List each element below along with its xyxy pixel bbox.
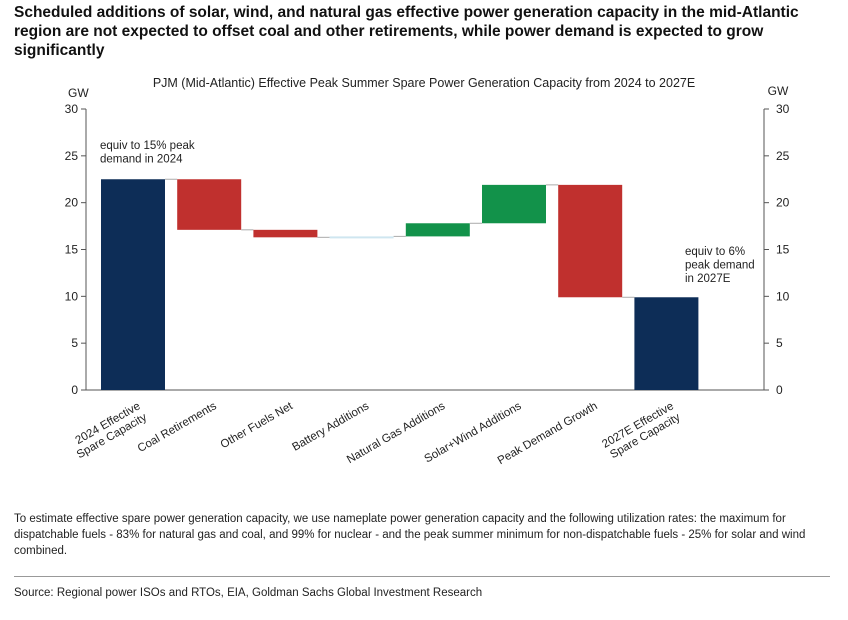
y-tick-label-right: 20 <box>776 196 790 210</box>
headline: Scheduled additions of solar, wind, and … <box>14 4 799 59</box>
y-tick-label-left: 30 <box>65 102 79 116</box>
x-tick-label: 2024 EffectiveSpare Capacity <box>68 400 149 461</box>
annotation-1: in 2027E <box>685 273 731 285</box>
source-note: Source: Regional power ISOs and RTOs, EI… <box>14 587 483 599</box>
bar-5 <box>482 184 546 224</box>
y-tick-label-left: 20 <box>65 196 79 210</box>
y-tick-label-left: 15 <box>65 243 79 257</box>
y-axis-label-left: GW <box>68 86 89 100</box>
y-tick-label-left: 5 <box>71 336 78 350</box>
bar-4 <box>405 223 470 237</box>
y-axis-label-right: GW <box>768 84 789 98</box>
y-tick-label-right: 15 <box>776 243 790 257</box>
bar-7 <box>634 297 699 390</box>
y-tick-label-right: 25 <box>776 149 790 163</box>
x-tick-label: Battery Additions <box>290 400 371 454</box>
bar-3 <box>329 236 394 239</box>
x-tick-label: Other Fuels Net <box>219 400 296 451</box>
divider <box>14 576 830 577</box>
chart-title: PJM (Mid-Atlantic) Effective Peak Summer… <box>153 76 695 90</box>
y-tick-label-right: 0 <box>776 383 783 397</box>
waterfall-chart: PJM (Mid-Atlantic) Effective Peak Summer… <box>65 76 790 467</box>
bar-2 <box>253 229 318 238</box>
x-tick-label: Coal Retirements <box>136 400 219 455</box>
bar-1 <box>177 179 242 230</box>
plot-area: 0 0 5 5 10 10 15 15 20 20 25 25 30 30 2024 EffectiveSp… <box>65 102 790 467</box>
x-tick-label-line: Other Fuels Net <box>219 400 296 451</box>
y-tick-label-left: 0 <box>71 383 78 397</box>
x-tick-label: 2027E EffectiveSpare Capacity <box>600 400 682 462</box>
footnote: To estimate effective spare power genera… <box>14 513 806 557</box>
annotation-1: peak demand <box>685 260 755 272</box>
annotation-0: equiv to 15% peak <box>100 140 195 152</box>
annotation-1: equiv to 6% <box>685 246 745 258</box>
bar-0 <box>101 179 165 390</box>
y-tick-label-right: 5 <box>776 336 783 350</box>
y-tick-label-right: 30 <box>776 102 790 116</box>
annotation-0: demand in 2024 <box>100 154 183 166</box>
x-tick-label-line: Battery Additions <box>290 400 371 454</box>
y-tick-label-left: 10 <box>65 289 79 303</box>
x-tick-label-line: Coal Retirements <box>136 400 219 455</box>
bar-6 <box>558 184 623 298</box>
y-tick-label-left: 25 <box>65 149 79 163</box>
y-tick-label-right: 10 <box>776 289 790 303</box>
